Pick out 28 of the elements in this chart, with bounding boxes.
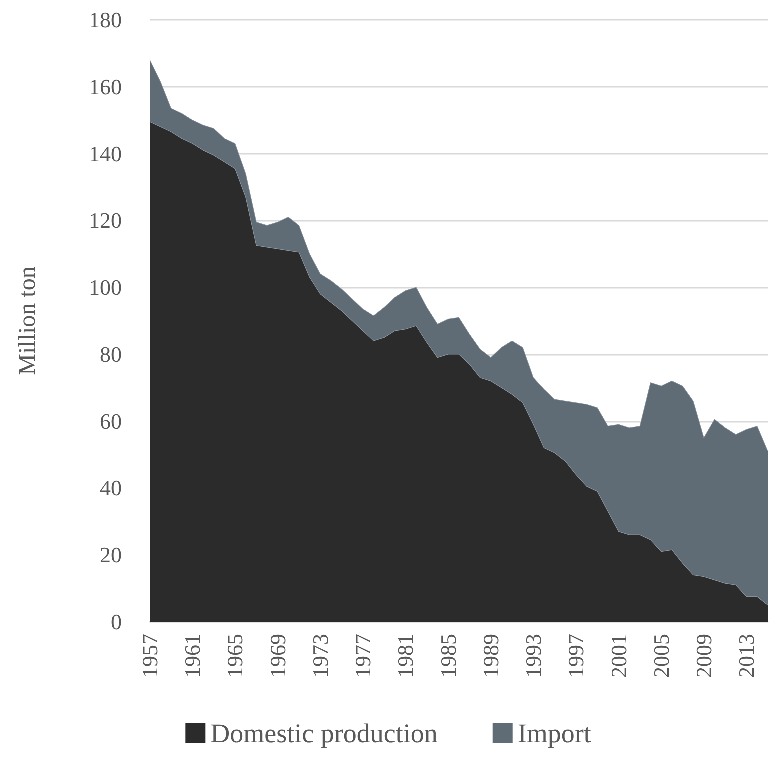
- legend-label: Domestic production: [210, 718, 438, 748]
- x-tick-label: 2009: [692, 634, 717, 678]
- y-tick-label: 160: [89, 74, 122, 100]
- y-tick-label: 20: [100, 542, 122, 568]
- x-tick-label: 2001: [606, 634, 632, 678]
- y-tick-label: 140: [89, 141, 122, 166]
- y-tick-label: 80: [100, 342, 122, 367]
- y-tick-label: 60: [100, 408, 122, 434]
- y-tick-label: 0: [111, 610, 122, 634]
- x-tick-label: 1973: [308, 634, 333, 678]
- x-tick-label: 1981: [393, 634, 418, 678]
- x-tick-label: 1997: [564, 634, 589, 678]
- x-tick-label: 2005: [648, 634, 674, 678]
- y-tick-label: 40: [100, 476, 122, 501]
- x-tick-label: 1961: [180, 634, 206, 678]
- y-axis-title: Million ton: [15, 266, 41, 376]
- x-tick-label: 1977: [350, 634, 376, 678]
- legend-label: Import: [518, 718, 592, 748]
- x-tick-label: 1989: [478, 634, 504, 678]
- x-tick-label: 2013: [734, 634, 760, 678]
- x-tick-label: 1957: [138, 634, 162, 678]
- x-tick-label: 1985: [436, 634, 461, 678]
- y-tick-label: 120: [89, 208, 122, 234]
- x-tick-label: 1969: [265, 634, 290, 678]
- x-tick-label: 1993: [521, 634, 546, 678]
- x-tick-label: 1965: [222, 634, 248, 678]
- y-tick-label: 100: [89, 275, 122, 300]
- y-tick-label: 180: [89, 8, 122, 32]
